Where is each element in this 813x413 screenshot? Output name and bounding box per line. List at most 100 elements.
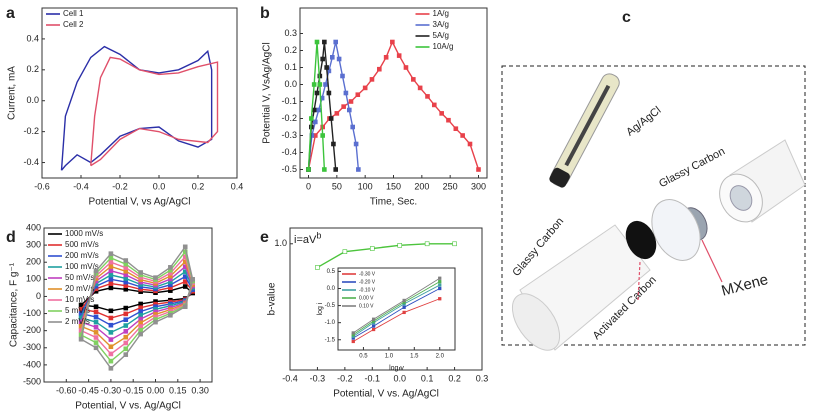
marker xyxy=(383,54,389,60)
y-tick-label: 0 xyxy=(36,291,41,301)
y-tick-label: -0.3 xyxy=(281,130,297,140)
y-tick-label: 0.4 xyxy=(26,33,39,43)
marker xyxy=(333,39,339,45)
plot-frame xyxy=(41,7,238,179)
marker xyxy=(138,316,143,322)
x-tick-label: 0.00 xyxy=(147,385,165,395)
marker xyxy=(108,264,114,269)
marker xyxy=(108,351,114,357)
marker xyxy=(108,251,114,256)
y-tick-label: -0.2 xyxy=(23,126,39,136)
legend-label: 200 mV/s xyxy=(65,251,99,260)
legend-label: -0.30 V xyxy=(359,271,376,277)
x-tick-label: 1.5 xyxy=(410,354,419,360)
marker xyxy=(123,346,129,352)
marker xyxy=(336,56,342,62)
marker xyxy=(108,322,114,328)
annotation: i=aV xyxy=(294,234,317,246)
x-tick-label: 150 xyxy=(386,181,401,191)
x-tick-label: 1.0 xyxy=(385,354,394,360)
x-tick-label: 0.4 xyxy=(231,181,244,191)
y-tick-label: 0.2 xyxy=(26,64,39,74)
legend-label: 10A/g xyxy=(433,42,454,51)
marker xyxy=(309,116,314,121)
marker xyxy=(355,92,361,97)
x-tick-label: 100 xyxy=(358,181,373,191)
marker xyxy=(138,312,143,318)
x-tick-label: 0.0 xyxy=(393,373,406,383)
y-tick-label: 1.0 xyxy=(274,238,287,248)
series-line xyxy=(353,284,440,337)
y-tick-label: -1.0 xyxy=(325,320,336,326)
x-tick-label: -0.6 xyxy=(34,181,50,191)
marker xyxy=(323,82,328,87)
legend-label: 3A/g xyxy=(433,20,449,29)
marker xyxy=(182,284,188,289)
marker xyxy=(123,317,129,323)
marker xyxy=(431,102,437,108)
pointer xyxy=(637,261,641,301)
marker xyxy=(425,94,430,99)
pointer xyxy=(701,239,723,283)
marker xyxy=(123,258,129,263)
y-tick-label: -100 xyxy=(23,308,41,318)
reference-electrode xyxy=(549,73,620,188)
x-axis-title: log v xyxy=(389,365,404,372)
y-tick-label: 0.2 xyxy=(284,45,297,55)
legend-label: 100 mV/s xyxy=(65,262,99,271)
y-tick-label: 0.1 xyxy=(284,62,297,72)
marker xyxy=(317,82,323,87)
marker xyxy=(93,330,99,335)
x-tick-label: -0.2 xyxy=(337,373,353,383)
marker xyxy=(108,281,114,286)
marker xyxy=(371,324,376,328)
marker xyxy=(108,259,114,265)
marker xyxy=(453,126,459,131)
marker xyxy=(93,319,99,325)
marker xyxy=(108,285,114,291)
marker xyxy=(446,117,451,123)
marker xyxy=(402,305,406,309)
y-axis-title: Capacitance, F g⁻¹ xyxy=(9,262,20,347)
marker xyxy=(452,241,457,247)
x-tick-label: 0.2 xyxy=(192,181,205,191)
marker xyxy=(138,328,143,333)
marker xyxy=(329,54,335,60)
x-tick-label: 200 xyxy=(414,181,429,191)
x-tick-label: 0.3 xyxy=(476,373,489,383)
y-tick-label: -0.4 xyxy=(281,147,297,157)
marker xyxy=(108,255,114,261)
marker xyxy=(460,133,465,138)
x-tick-label: 2.0 xyxy=(436,354,445,360)
marker xyxy=(320,133,325,138)
legend-label: -0.10 V xyxy=(359,287,376,293)
marker xyxy=(438,297,442,301)
marker xyxy=(320,56,325,62)
y-axis-title: b-value xyxy=(267,282,278,315)
marker xyxy=(108,308,114,314)
marker xyxy=(138,320,143,326)
marker xyxy=(93,335,99,340)
series-line xyxy=(353,277,440,334)
y-tick-label: -0.5 xyxy=(325,303,336,309)
x-tick-label: -0.45 xyxy=(78,385,99,395)
marker xyxy=(348,99,354,104)
x-axis-title: Potential, V vs. Ag/AgCl xyxy=(333,389,439,400)
marker xyxy=(411,77,416,82)
marker xyxy=(123,334,129,340)
marker xyxy=(182,279,188,284)
y-tick-label: 0.5 xyxy=(327,269,336,275)
y-axis-title: log i xyxy=(317,302,324,315)
marker xyxy=(438,280,442,284)
y-tick-label: 0.0 xyxy=(26,95,39,105)
x-tick-label: -0.15 xyxy=(123,385,144,395)
y-tick-label: -1.5 xyxy=(325,337,336,343)
x-tick-label: -0.2 xyxy=(112,181,128,191)
marker xyxy=(371,327,376,332)
marker xyxy=(93,268,99,274)
marker xyxy=(314,39,320,45)
x-tick-label: -0.3 xyxy=(310,373,326,383)
panel-label: a xyxy=(6,5,15,22)
x-tick-label: -0.30 xyxy=(101,385,122,395)
marker xyxy=(78,336,84,342)
